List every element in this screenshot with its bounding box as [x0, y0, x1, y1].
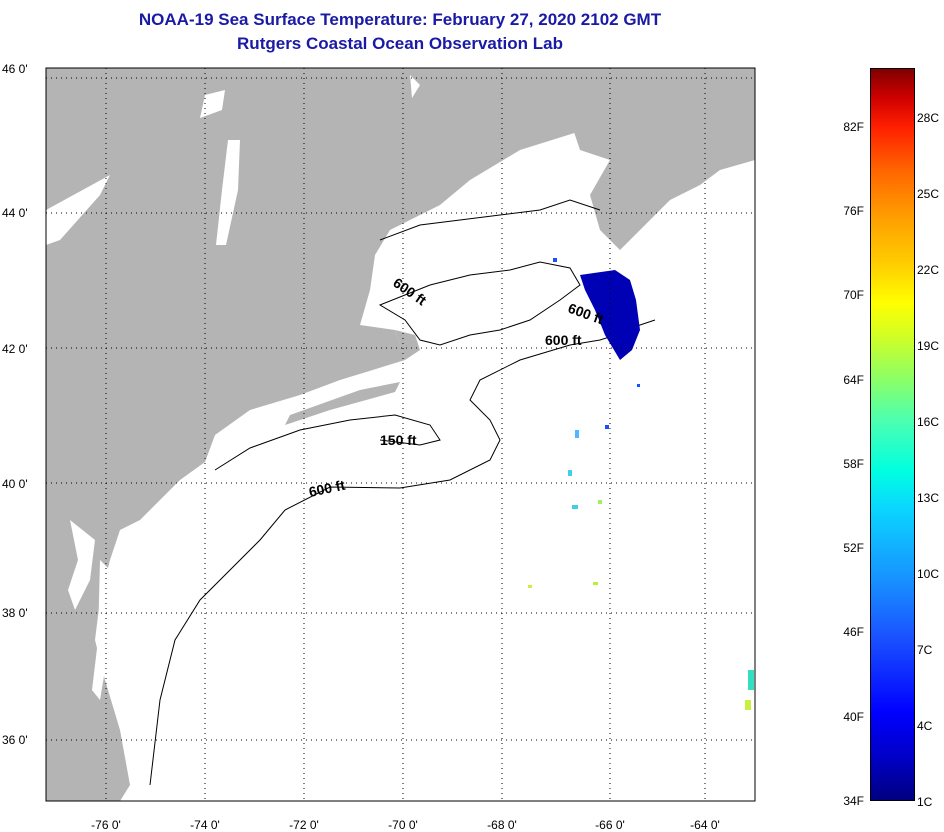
contour-label-150: 150 ft	[380, 432, 417, 448]
cold-water-patch	[580, 270, 640, 360]
colorbar-f-52: 52F	[843, 541, 864, 555]
colorbar-f-82: 82F	[843, 120, 864, 134]
lon-label-70: -70 0'	[388, 818, 418, 832]
colorbar-c-22: 22C	[917, 263, 940, 277]
temperature-colorbar	[870, 68, 915, 801]
map-subtitle: Rutgers Coastal Ocean Observation Lab	[237, 34, 563, 53]
colorbar-c-10: 10C	[917, 567, 940, 581]
colorbar-c-4: 4C	[917, 719, 933, 733]
isobath-contours	[149, 199, 656, 786]
map-frame	[45, 67, 756, 802]
colorbar-f-76: 76F	[843, 204, 864, 218]
colorbar-c-25: 25C	[917, 187, 940, 201]
map-title: NOAA-19 Sea Surface Temperature: Februar…	[138, 10, 662, 29]
graticule	[46, 68, 755, 801]
inland-water	[46, 75, 420, 700]
lat-label-40: 40 0'	[2, 477, 28, 491]
lon-label-74: -74 0'	[190, 818, 220, 832]
lon-label-72: -72 0'	[289, 818, 319, 832]
lon-label-66: -66 0'	[595, 818, 625, 832]
lon-label-68: -68 0'	[487, 818, 517, 832]
colorbar-c-13: 13C	[917, 491, 940, 505]
contour-label-600-shelf: 600 ft	[307, 477, 346, 500]
lon-label-76: -76 0'	[91, 818, 121, 832]
lat-label-36: 36 0'	[2, 733, 28, 747]
lat-label-46: 46 0'	[2, 62, 28, 76]
colorbar-f-70: 70F	[843, 288, 864, 302]
colorbar-c-28: 28C	[917, 111, 940, 125]
colorbar-c-16: 16C	[917, 415, 940, 429]
colorbar-f-34: 34F	[843, 794, 864, 808]
colorbar-c-19: 19C	[917, 339, 940, 353]
colorbar-f-46: 46F	[843, 625, 864, 639]
sst-scatter-pixels	[528, 258, 754, 710]
land-mass	[46, 68, 755, 801]
colorbar-c-7: 7C	[917, 643, 933, 657]
lat-label-38: 38 0'	[2, 606, 28, 620]
colorbar-c-1: 1C	[917, 795, 933, 809]
colorbar-f-40: 40F	[843, 710, 864, 724]
lon-label-64: -64 0'	[690, 818, 720, 832]
colorbar-f-64: 64F	[843, 373, 864, 387]
colorbar-f-58: 58F	[843, 457, 864, 471]
lat-label-42: 42 0'	[2, 342, 28, 356]
contour-label-600-georges: 600 ft	[545, 332, 582, 348]
lat-label-44: 44 0'	[2, 206, 28, 220]
